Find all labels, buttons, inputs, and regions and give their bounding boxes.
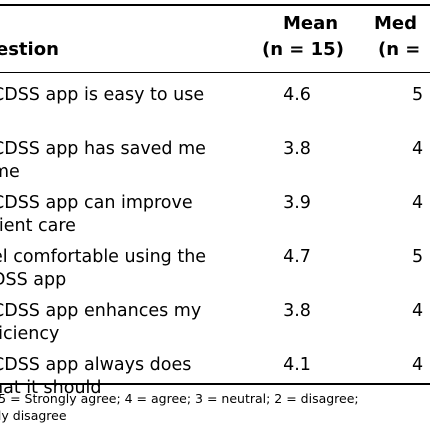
header-median: Med <box>374 13 418 34</box>
question-line: tient care <box>0 216 76 236</box>
mean-cell: 3.9 <box>283 193 311 213</box>
mean-cell: 4.1 <box>283 355 311 375</box>
footnote-line: : 5 = Strongly agree; 4 = agree; 3 = neu… <box>0 391 359 406</box>
table-top-rule <box>0 4 430 6</box>
table-footnote: : 5 = Strongly agree; 4 = agree; 3 = neu… <box>0 390 430 424</box>
footnote-line: gly disagree <box>0 408 67 423</box>
header-mean-n: (n = 15) <box>262 39 344 60</box>
table-row: el comfortable using the DSS app 4.7 5 <box>0 246 430 300</box>
table-header-rule <box>0 72 430 73</box>
question-line: DSS app <box>0 270 67 290</box>
question-cell: CDSS app enhances my ficiency <box>0 300 242 346</box>
question-line: CDSS app is easy to use <box>0 85 205 105</box>
question-line: me <box>0 162 20 182</box>
header-mean: Mean <box>283 13 339 34</box>
median-cell: 4 <box>412 301 424 321</box>
mean-cell: 3.8 <box>283 139 311 159</box>
table-row: CDSS app can improve tient care 3.9 4 <box>0 192 430 246</box>
table-row: CDSS app enhances my ficiency 3.8 4 <box>0 300 430 354</box>
question-line: el comfortable using the <box>0 247 207 267</box>
question-cell: CDSS app has saved me me <box>0 138 242 184</box>
question-cell: CDSS app is easy to use <box>0 84 242 107</box>
question-line: ficiency <box>0 324 60 344</box>
table-row: CDSS app has saved me me 3.8 4 <box>0 138 430 192</box>
median-cell: 4 <box>412 193 424 213</box>
question-line: CDSS app enhances my <box>0 301 202 321</box>
mean-cell: 4.6 <box>283 85 311 105</box>
header-median-n: (n = <box>378 39 421 60</box>
question-line: CDSS app can improve <box>0 193 193 213</box>
median-cell: 4 <box>412 139 424 159</box>
mean-cell: 3.8 <box>283 301 311 321</box>
median-cell: 4 <box>412 355 424 375</box>
question-line: CDSS app has saved me <box>0 139 206 159</box>
table-body: CDSS app is easy to use 4.6 5 CDSS app h… <box>0 84 430 408</box>
table-row: CDSS app is easy to use 4.6 5 <box>0 84 430 138</box>
table-bottom-rule <box>0 383 430 385</box>
question-line: CDSS app always does <box>0 355 192 375</box>
median-cell: 5 <box>412 85 424 105</box>
question-cell: el comfortable using the DSS app <box>0 246 242 292</box>
question-cell: CDSS app can improve tient care <box>0 192 242 238</box>
header-question: estion <box>0 39 59 60</box>
median-cell: 5 <box>412 247 424 267</box>
mean-cell: 4.7 <box>283 247 311 267</box>
